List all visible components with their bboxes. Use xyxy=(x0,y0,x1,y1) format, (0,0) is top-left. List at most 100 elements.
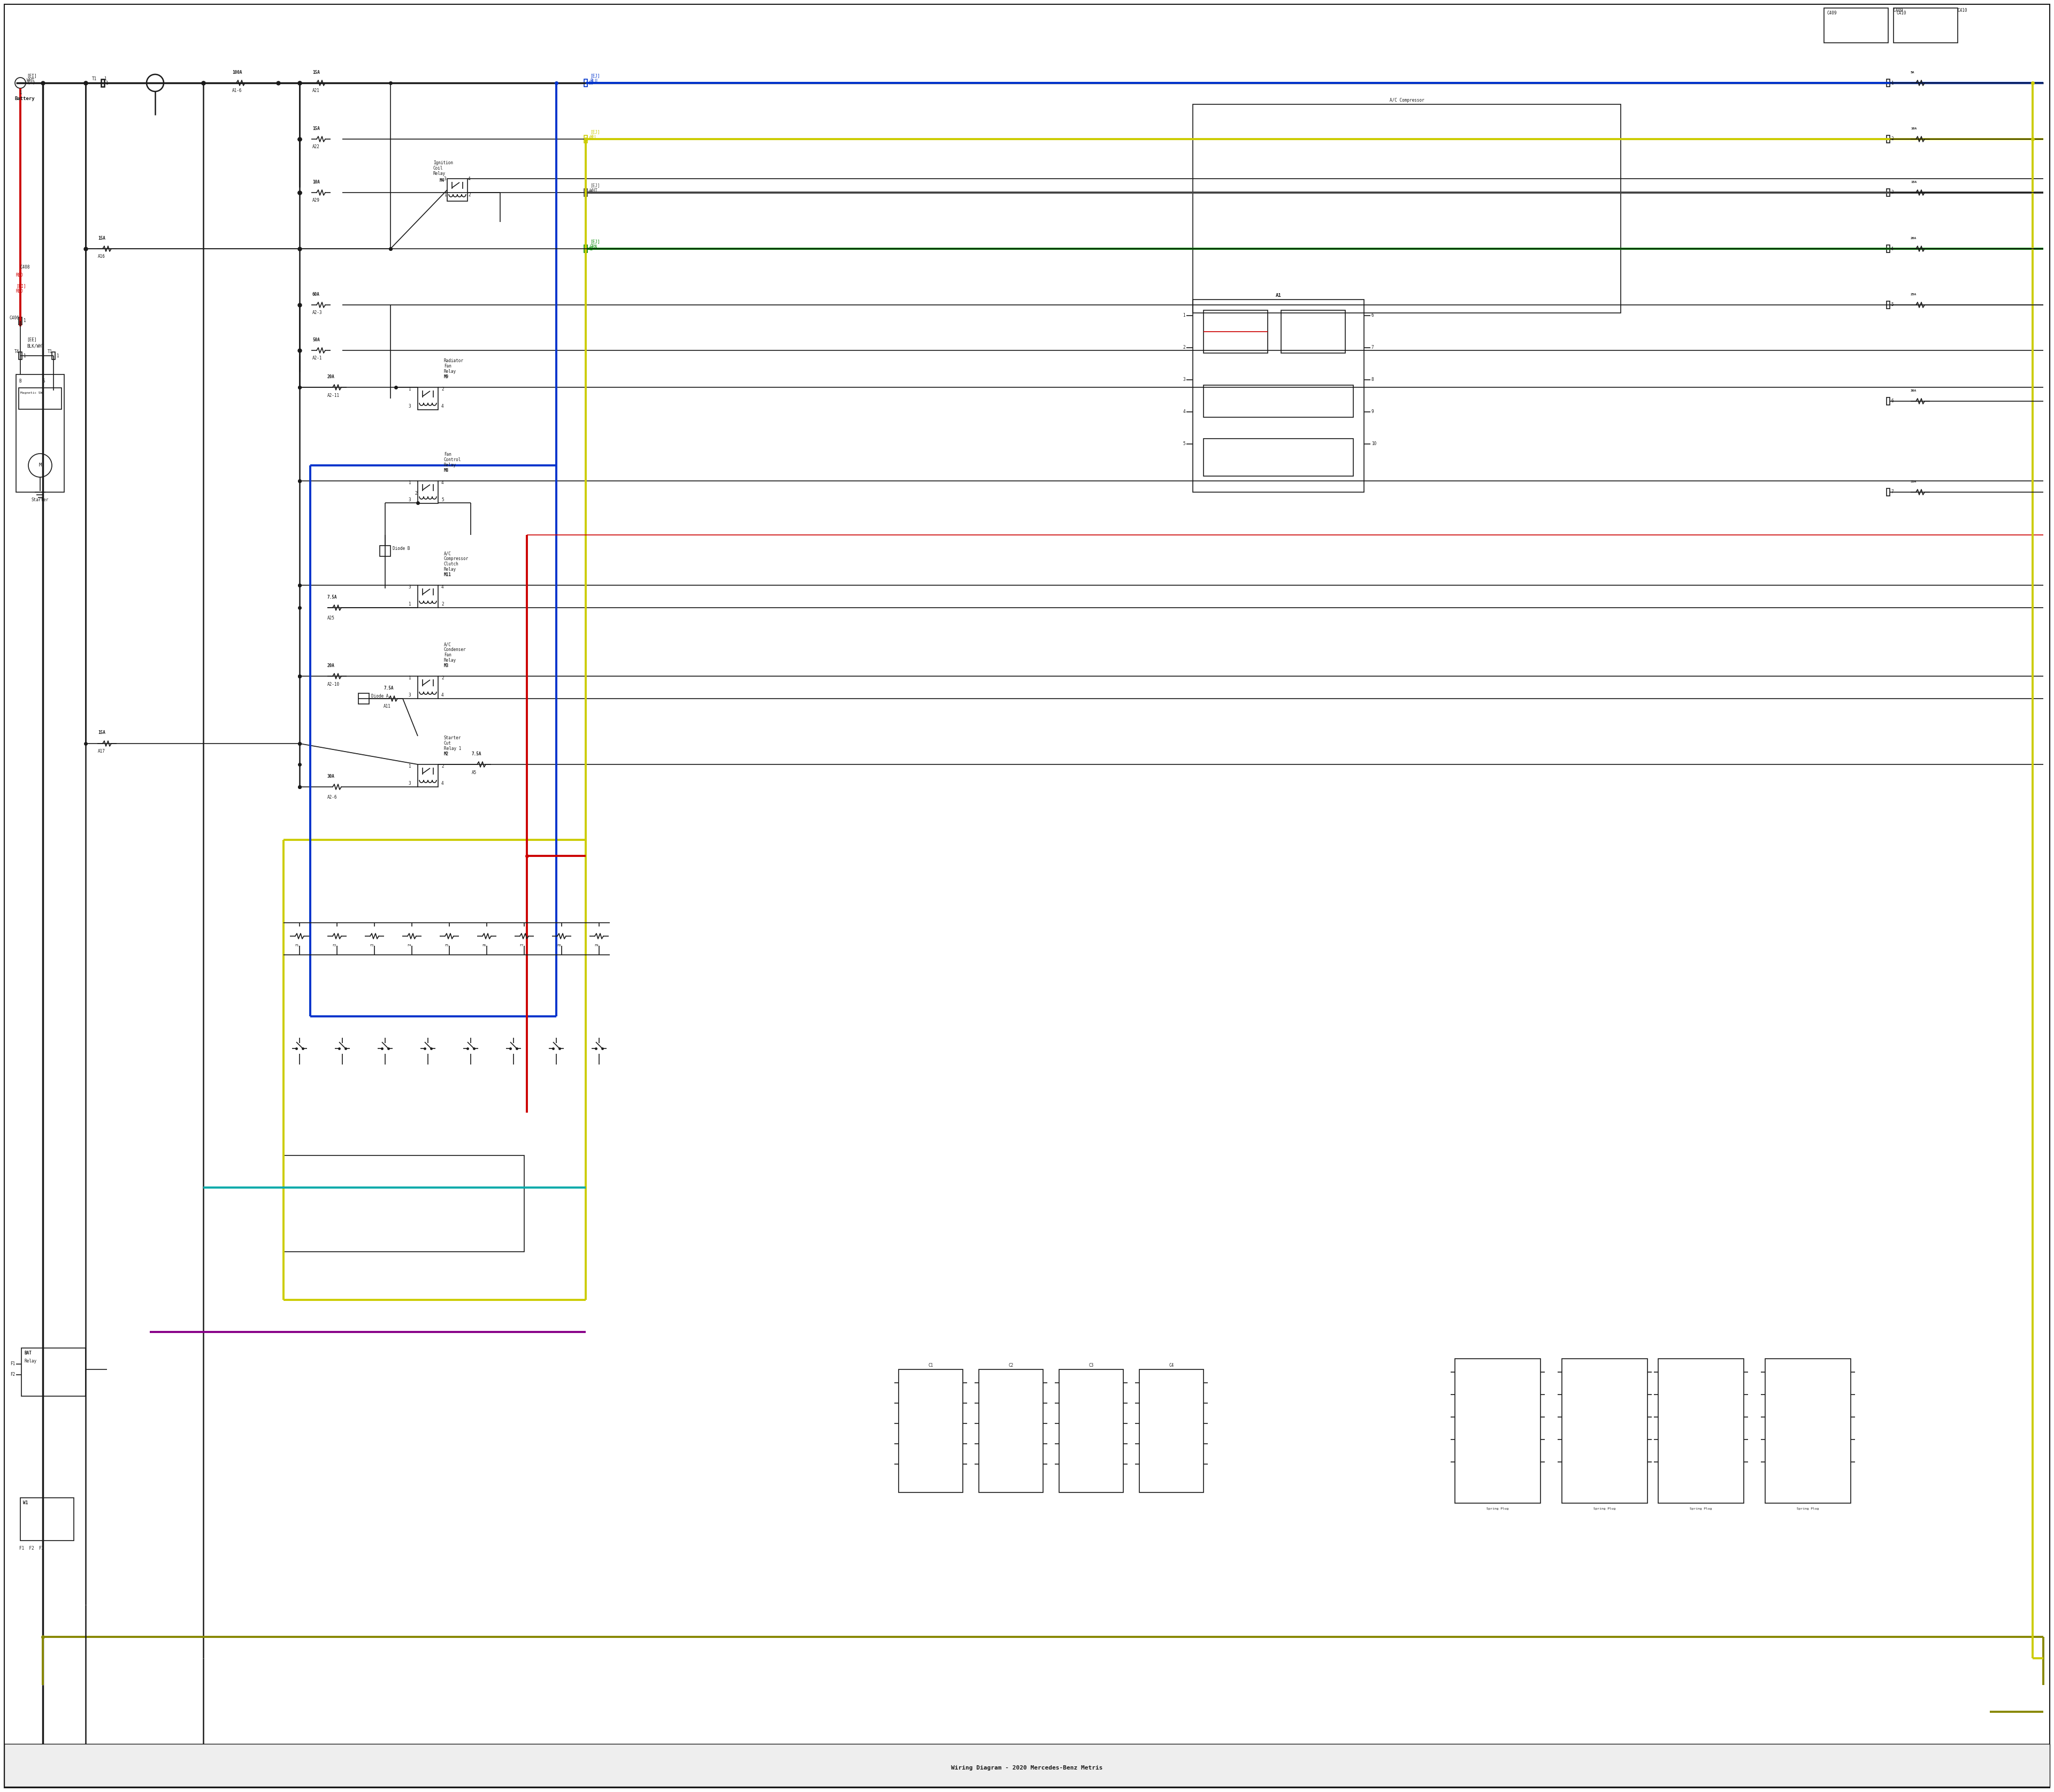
Text: Clutch: Clutch xyxy=(444,561,458,566)
Text: Ignition: Ignition xyxy=(433,161,454,165)
Text: 1: 1 xyxy=(409,763,411,769)
Text: 2: 2 xyxy=(1892,136,1894,142)
Text: F1: F1 xyxy=(10,1362,14,1367)
Text: C3: C3 xyxy=(1089,1364,1093,1367)
Text: 5: 5 xyxy=(1183,441,1185,446)
Text: 20A: 20A xyxy=(327,663,335,668)
Text: Relay: Relay xyxy=(444,658,456,663)
Bar xyxy=(1886,246,1890,253)
Text: WHT: WHT xyxy=(589,188,598,194)
Text: C410: C410 xyxy=(1957,7,1968,13)
Text: Diode A: Diode A xyxy=(372,694,388,699)
Text: W1: W1 xyxy=(23,1500,29,1505)
Text: F2: F2 xyxy=(10,1373,14,1378)
Text: A2-6: A2-6 xyxy=(327,796,337,799)
Text: 2: 2 xyxy=(442,387,444,392)
Text: Spring Plug: Spring Plug xyxy=(1797,1507,1820,1511)
Text: Fan: Fan xyxy=(444,364,452,369)
Bar xyxy=(417,387,438,410)
Text: [EJ]: [EJ] xyxy=(589,73,600,79)
Text: C410: C410 xyxy=(1896,11,1906,16)
Text: 30A: 30A xyxy=(1910,389,1916,392)
Text: Cut: Cut xyxy=(444,740,452,745)
Text: T1: T1 xyxy=(47,349,53,355)
Text: M4: M4 xyxy=(440,177,444,183)
Text: Radiator: Radiator xyxy=(444,358,464,364)
Text: [EJ]: [EJ] xyxy=(589,129,600,134)
Text: A2-11: A2-11 xyxy=(327,392,339,398)
Text: 2: 2 xyxy=(415,491,417,496)
Text: A/C: A/C xyxy=(444,550,452,556)
Text: 4: 4 xyxy=(442,480,444,486)
Text: S: S xyxy=(43,378,45,383)
Text: 1: 1 xyxy=(55,353,60,358)
Text: Relay: Relay xyxy=(433,172,446,176)
Text: 8: 8 xyxy=(1372,378,1374,382)
Bar xyxy=(1658,1358,1744,1503)
Text: 3: 3 xyxy=(1183,378,1185,382)
Text: M11: M11 xyxy=(444,572,452,577)
Bar xyxy=(21,1498,74,1541)
Text: C409: C409 xyxy=(1826,11,1836,16)
Text: 50A: 50A xyxy=(312,337,320,342)
Text: 4: 4 xyxy=(442,694,444,697)
Text: Diode B: Diode B xyxy=(392,547,411,552)
Text: 1: 1 xyxy=(1892,81,1894,86)
Text: 1: 1 xyxy=(23,353,25,358)
Text: 3: 3 xyxy=(409,584,411,590)
Text: 1: 1 xyxy=(105,77,107,81)
Text: 15A: 15A xyxy=(99,729,105,735)
Text: 2: 2 xyxy=(442,763,444,769)
Text: A25: A25 xyxy=(327,616,335,620)
Bar xyxy=(1204,310,1267,353)
Text: 59: 59 xyxy=(587,136,594,142)
Text: 15A: 15A xyxy=(312,125,320,131)
Text: 1: 1 xyxy=(444,192,446,197)
Text: M2: M2 xyxy=(444,751,450,756)
Bar xyxy=(380,545,390,556)
Text: 1: 1 xyxy=(23,319,25,323)
Text: YEL: YEL xyxy=(589,134,598,140)
Text: 9: 9 xyxy=(1372,410,1374,414)
Text: C4: C4 xyxy=(1169,1364,1175,1367)
Bar xyxy=(18,351,23,360)
Bar xyxy=(1886,489,1890,496)
Text: 1: 1 xyxy=(409,387,411,392)
Text: A17: A17 xyxy=(99,749,105,754)
Text: 10A: 10A xyxy=(1910,127,1916,131)
Text: Starter: Starter xyxy=(444,735,462,740)
Text: 59: 59 xyxy=(587,81,594,86)
Bar xyxy=(1886,79,1890,86)
Text: Spring Plug: Spring Plug xyxy=(1487,1507,1510,1511)
Bar xyxy=(1204,439,1354,477)
Bar xyxy=(1824,7,1888,43)
Text: [EJ]: [EJ] xyxy=(589,183,600,188)
Text: RED: RED xyxy=(16,289,23,294)
Text: 1: 1 xyxy=(409,676,411,681)
Text: Fan: Fan xyxy=(444,452,452,457)
Bar xyxy=(16,375,64,493)
Text: 66: 66 xyxy=(587,190,594,195)
Text: BLU: BLU xyxy=(589,79,598,84)
Text: F9: F9 xyxy=(594,944,598,946)
Text: 5A: 5A xyxy=(1910,72,1914,73)
Bar xyxy=(1204,385,1354,418)
Text: C406: C406 xyxy=(10,315,18,321)
Bar xyxy=(583,188,587,197)
Text: A/C: A/C xyxy=(444,642,452,647)
Text: 3: 3 xyxy=(444,177,446,181)
Text: A22: A22 xyxy=(312,145,320,149)
Text: Coil: Coil xyxy=(433,167,444,170)
Text: Magnetic SW: Magnetic SW xyxy=(21,392,43,394)
Text: 10: 10 xyxy=(1372,441,1376,446)
Text: GRN: GRN xyxy=(589,244,598,249)
Bar xyxy=(101,79,105,86)
Text: 30A: 30A xyxy=(327,774,335,780)
Text: 2: 2 xyxy=(1183,346,1185,349)
Text: BAT: BAT xyxy=(25,1351,31,1355)
Text: 1: 1 xyxy=(105,81,109,86)
Bar xyxy=(900,1369,963,1493)
Bar xyxy=(980,1369,1043,1493)
Bar xyxy=(1886,301,1890,308)
Text: B: B xyxy=(18,378,21,383)
